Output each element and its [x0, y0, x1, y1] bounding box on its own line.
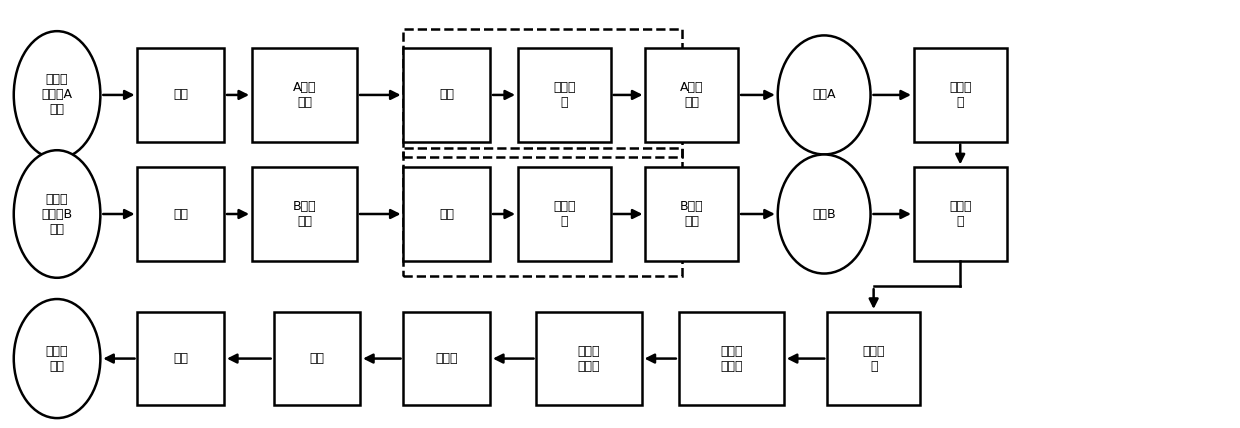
Text: 一级水
浴拉伸: 一级水 浴拉伸: [720, 345, 743, 373]
Text: 低熔点
聚合物B
切片: 低熔点 聚合物B 切片: [41, 193, 73, 235]
Ellipse shape: [777, 155, 870, 273]
Text: 卷绕: 卷绕: [174, 352, 188, 365]
FancyBboxPatch shape: [403, 167, 490, 261]
Text: 复合纺
丝: 复合纺 丝: [949, 200, 971, 228]
Text: 静态混
合: 静态混 合: [553, 81, 575, 109]
FancyBboxPatch shape: [138, 167, 224, 261]
Text: 干燥: 干燥: [174, 208, 188, 220]
Text: 熔体A: 熔体A: [812, 89, 836, 101]
FancyBboxPatch shape: [403, 312, 490, 405]
FancyBboxPatch shape: [138, 48, 224, 142]
Text: A螺杆
熔融: A螺杆 熔融: [293, 81, 316, 109]
FancyBboxPatch shape: [518, 167, 611, 261]
Text: 熔体B: 熔体B: [812, 208, 836, 220]
Text: 高熔点
聚合物A
切片: 高熔点 聚合物A 切片: [42, 74, 73, 116]
FancyBboxPatch shape: [252, 48, 357, 142]
Text: 热定型: 热定型: [435, 352, 458, 365]
Text: 导管冷
却: 导管冷 却: [949, 81, 971, 109]
Text: 过滤: 过滤: [439, 89, 454, 101]
Text: B螺杆
熔融: B螺杆 熔融: [293, 200, 316, 228]
Text: A纺丝
箱体: A纺丝 箱体: [680, 81, 703, 109]
Text: 干燥: 干燥: [174, 89, 188, 101]
FancyBboxPatch shape: [518, 48, 611, 142]
Text: 上油: 上油: [310, 352, 325, 365]
Text: 二级热
风拉伸: 二级热 风拉伸: [578, 345, 600, 373]
FancyBboxPatch shape: [678, 312, 784, 405]
FancyBboxPatch shape: [914, 48, 1007, 142]
FancyBboxPatch shape: [138, 312, 224, 405]
FancyBboxPatch shape: [403, 48, 490, 142]
FancyBboxPatch shape: [537, 312, 641, 405]
FancyBboxPatch shape: [914, 167, 1007, 261]
FancyBboxPatch shape: [274, 312, 360, 405]
Ellipse shape: [14, 31, 100, 159]
FancyBboxPatch shape: [252, 167, 357, 261]
Text: 过滤: 过滤: [439, 208, 454, 220]
FancyBboxPatch shape: [645, 48, 738, 142]
Text: B纺丝
箱体: B纺丝 箱体: [680, 200, 703, 228]
Text: 冷却成
形: 冷却成 形: [862, 345, 885, 373]
Ellipse shape: [14, 299, 100, 418]
Ellipse shape: [777, 36, 870, 155]
FancyBboxPatch shape: [645, 167, 738, 261]
Text: 静态混
合: 静态混 合: [553, 200, 575, 228]
Text: 双组份
单丝: 双组份 单丝: [46, 345, 68, 373]
Ellipse shape: [14, 150, 100, 278]
FancyBboxPatch shape: [827, 312, 920, 405]
